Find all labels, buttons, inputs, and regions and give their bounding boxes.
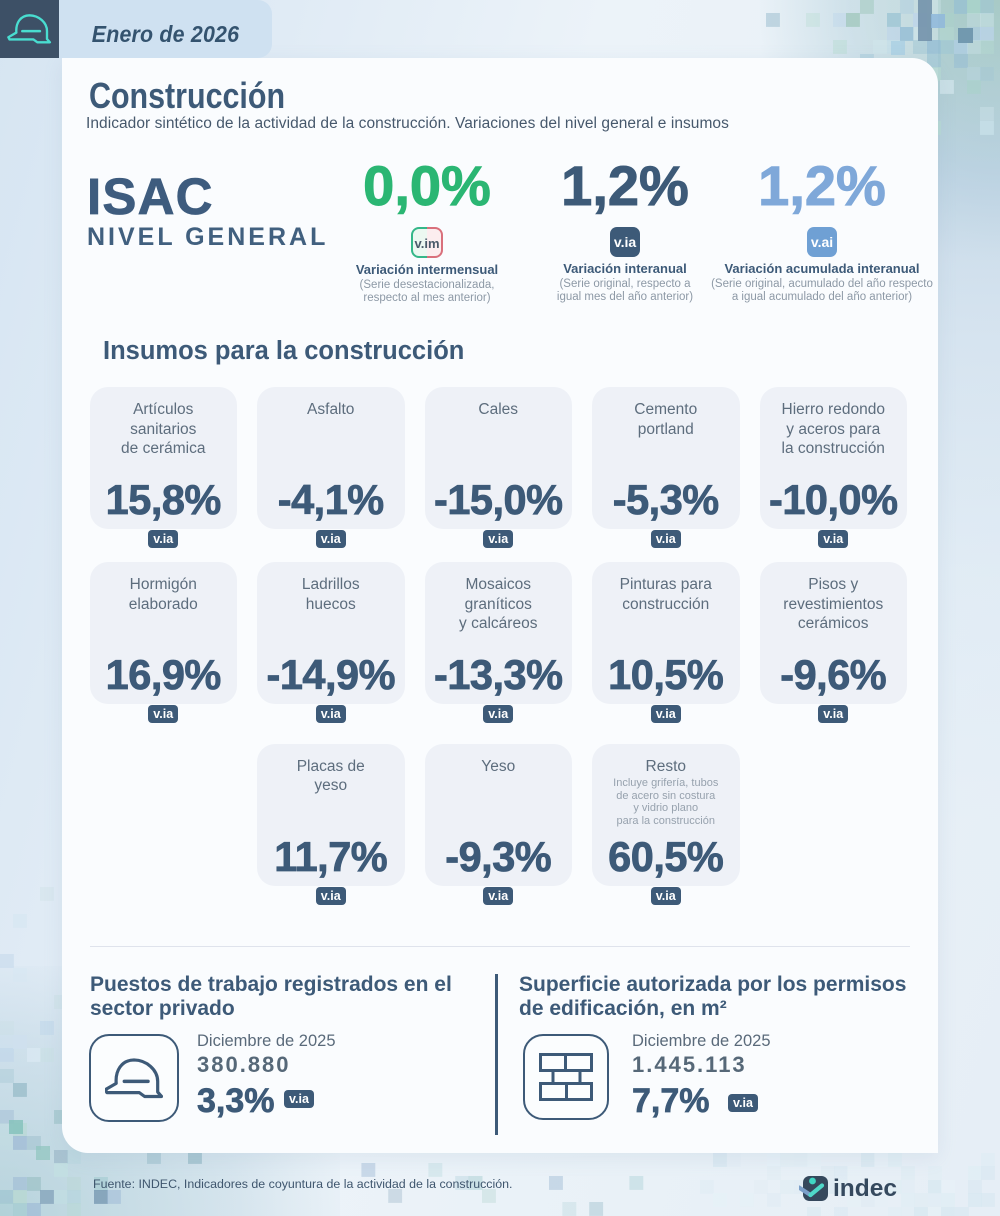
svg-text:v.im: v.im bbox=[414, 236, 439, 251]
